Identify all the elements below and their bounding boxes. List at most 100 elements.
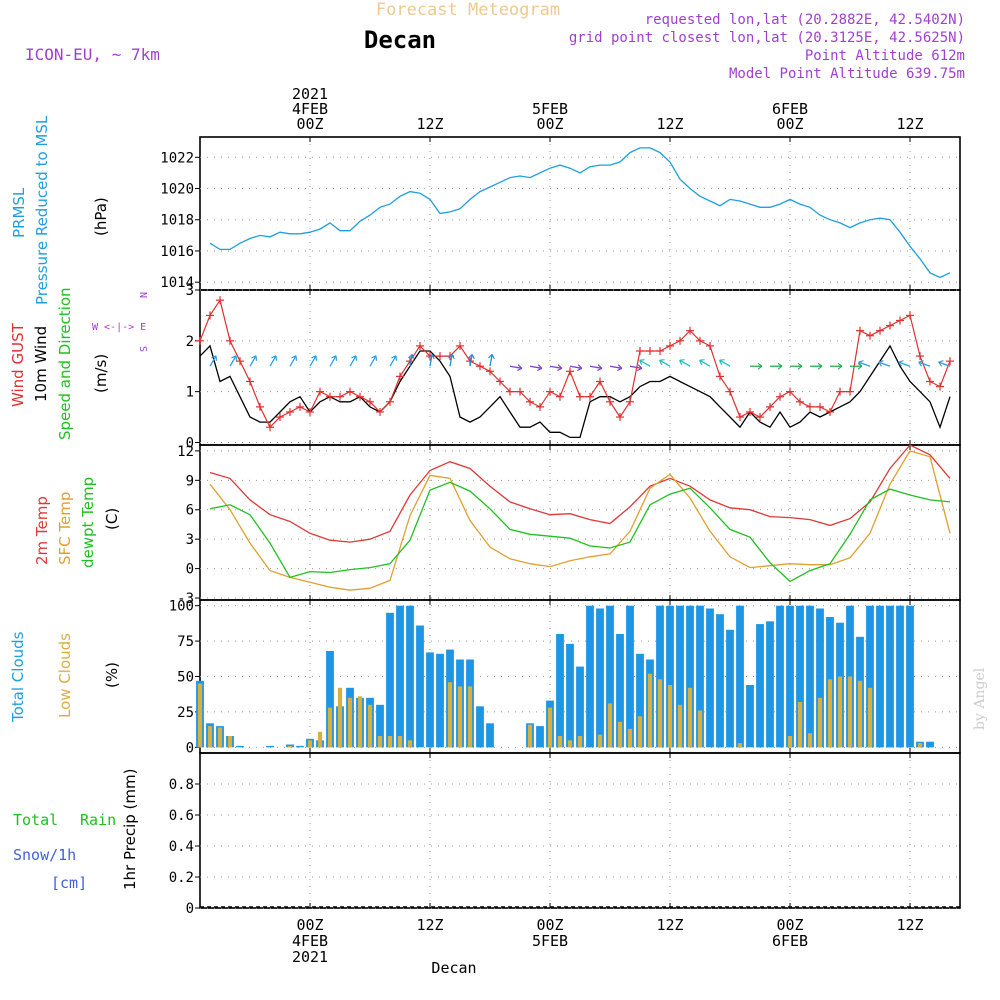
ytick-label: 1020 <box>160 182 194 198</box>
wind-arrow-head <box>817 365 823 370</box>
time-label-bottom: 12Z <box>896 916 923 934</box>
total-cloud-bar <box>696 605 704 748</box>
model-label: ICON-EU, ~ 7km <box>25 45 160 64</box>
wind-arrow-head <box>858 361 862 367</box>
low-cloud-bar <box>637 716 643 748</box>
low-cloud-bar <box>347 697 353 748</box>
ytick-label: 0 <box>186 901 194 917</box>
time-label-top: 00Z <box>776 115 803 133</box>
low-cloud-bar <box>797 702 803 748</box>
total-cloud-bar <box>906 605 914 748</box>
ytick-label: 50 <box>177 670 194 686</box>
panel-frame-2 <box>199 444 961 601</box>
wind-arrow-head <box>719 359 725 361</box>
total-cloud-bar <box>596 608 604 748</box>
ytick-label: 3 <box>186 532 194 548</box>
total-cloud-bar <box>666 605 674 748</box>
total-cloud-bar <box>726 629 734 748</box>
time-label-top: 12Z <box>896 115 923 133</box>
ytick-label: 0 <box>186 740 194 756</box>
wind-arrow-head <box>597 367 603 372</box>
total-cloud-bar <box>706 608 714 748</box>
low-cloud-bar <box>657 679 663 748</box>
total-cloud-bar <box>656 605 664 748</box>
wind-arrow-head <box>637 367 643 372</box>
wind-arrow <box>629 365 642 369</box>
low-cloud-bar <box>527 724 533 748</box>
time-label-top: 00Z <box>536 115 563 133</box>
wind-arrow-head <box>659 359 663 366</box>
low-cloud-bar <box>617 721 623 748</box>
wind-arrow-head <box>938 361 942 367</box>
low-cloud-bar <box>567 740 573 748</box>
wind-arrow-head <box>639 359 643 366</box>
wind-arrow <box>369 355 377 367</box>
credit-text: by Angel <box>972 667 988 730</box>
compass-n-label: N <box>137 292 148 298</box>
pressure-msl-label: Pressure Reduced to MSL <box>33 115 51 305</box>
total-cloud-bar <box>236 745 244 748</box>
time-label-bottom: 00Z <box>776 916 803 934</box>
total-cloud-bar <box>896 605 904 748</box>
chart-content: 101410161018102010220123-303691202550751… <box>160 85 961 966</box>
low-cloud-bar <box>667 685 673 748</box>
ytick-label: 6 <box>186 503 194 519</box>
wind-arrow <box>589 365 602 369</box>
wind-arrow-head <box>577 367 583 372</box>
wind-arrow <box>349 355 357 367</box>
wind-arrow <box>269 355 277 367</box>
requested-coords: requested lon,lat (20.2882E, 42.5402N) <box>645 12 965 28</box>
wind-arrow-head <box>898 361 902 367</box>
wind-arrow-head <box>918 360 924 363</box>
wind-arrow-head <box>777 362 783 367</box>
time-label-top: 12Z <box>656 115 683 133</box>
time-label-top: 00Z <box>296 115 323 133</box>
time-label-top: 6FEB <box>772 100 808 118</box>
wind-arrow <box>699 359 711 367</box>
wind-arrow-head <box>597 364 603 369</box>
total-cloud-bar <box>386 612 394 748</box>
wind-arrow <box>489 354 493 367</box>
wind-arrow <box>938 361 951 367</box>
wind-arrow <box>679 359 691 367</box>
total-cloud-bar <box>376 704 384 748</box>
ytick-label: 0.2 <box>169 870 194 886</box>
low-cloud-bar <box>647 673 653 748</box>
low-cloud-bar <box>607 703 613 748</box>
total-cloud-bar <box>486 723 494 748</box>
wind-arrow <box>449 354 453 367</box>
wind-arrow-head <box>517 364 523 369</box>
wind-arrow <box>429 354 433 367</box>
wind-arrow-head <box>577 364 583 369</box>
total-cloud-bar <box>586 605 594 748</box>
total-cloud-bar <box>426 652 434 748</box>
total-cloud-bar <box>406 605 414 748</box>
wind-arrow <box>529 365 542 369</box>
total-cloud-bar <box>556 634 564 748</box>
wind-arrow-head <box>817 362 823 367</box>
low-cloud-bar <box>817 697 823 748</box>
wind-arrow-head <box>471 354 475 360</box>
low-cloud-bar <box>457 686 463 748</box>
low-cloud-bar <box>857 680 863 748</box>
low-cloud-bar <box>317 731 323 748</box>
low-cloud-bar <box>207 726 213 748</box>
low-cloud-bar <box>407 740 413 748</box>
wind-arrow-head <box>235 355 238 361</box>
model-altitude: Model Point Altitude 639.75m <box>729 66 965 82</box>
low-cloud-bar <box>377 736 383 748</box>
total-cloud-bar <box>436 653 444 748</box>
precip-label: 1hr Precip (mm) <box>121 769 139 890</box>
wind-arrow-head <box>408 353 413 359</box>
ms-unit-label: (m/s) <box>92 354 110 393</box>
ytick-label: 1 <box>186 385 194 401</box>
wind-arrow <box>509 365 522 369</box>
wind-arrow-head <box>757 365 763 370</box>
ytick-label: 12 <box>177 444 194 460</box>
total-cloud-bar <box>266 745 274 748</box>
total-cloud-bar <box>866 605 874 748</box>
wind-arrow <box>569 365 582 369</box>
wind-arrow-head <box>878 360 884 363</box>
